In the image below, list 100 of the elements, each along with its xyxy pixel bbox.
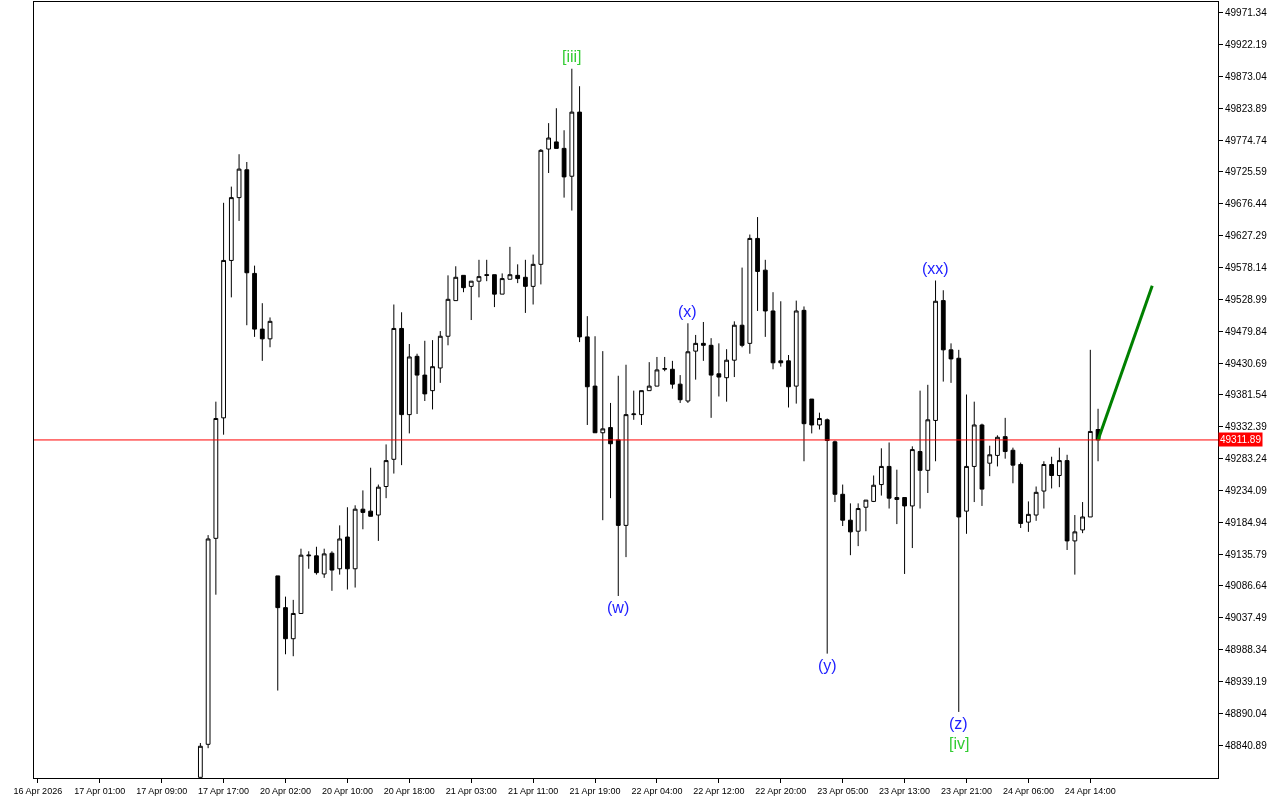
candlestick <box>724 348 729 403</box>
candlestick <box>863 499 869 532</box>
candlestick <box>1010 447 1016 484</box>
candlestick <box>492 274 497 308</box>
x-tick-label: 20 Apr 18:00 <box>383 785 435 796</box>
y-tick-label: 49135.79 <box>1225 548 1268 560</box>
y-tick-label: 49774.74 <box>1225 134 1268 146</box>
candlestick <box>917 390 923 510</box>
y-tick-label: 49234.09 <box>1225 484 1268 496</box>
candlestick <box>871 475 877 503</box>
candlestick <box>546 122 552 174</box>
candlestick <box>1026 500 1031 533</box>
candlestick <box>670 360 675 390</box>
y-tick-label: 49332.39 <box>1225 421 1268 433</box>
candlestick <box>221 202 226 436</box>
candlestick <box>685 322 691 404</box>
x-tick-label: 21 Apr 19:00 <box>569 785 621 796</box>
annotation: [iv] <box>949 735 970 752</box>
y-tick-label: 49578.14 <box>1225 261 1268 273</box>
candlestick <box>228 186 234 298</box>
candlestick <box>848 502 853 556</box>
candlestick <box>290 599 296 657</box>
x-tick-label: 22 Apr 20:00 <box>755 785 807 796</box>
candlestick <box>298 548 304 614</box>
candlestick <box>1041 460 1047 510</box>
candlestick <box>430 339 435 410</box>
y-tick-label: 49528.99 <box>1225 293 1268 305</box>
candlestick <box>205 534 211 749</box>
y-tick-label: 49283.24 <box>1225 453 1268 465</box>
candlestick <box>615 375 621 597</box>
candlestick <box>321 548 327 579</box>
x-tick-label: 22 Apr 12:00 <box>693 785 745 796</box>
candlestick <box>1072 514 1078 576</box>
y-tick-label: 48840.89 <box>1225 739 1268 751</box>
candlestick <box>809 398 815 434</box>
x-tick-label: 20 Apr 10:00 <box>321 785 373 796</box>
candlestick <box>453 265 459 302</box>
candlestick <box>995 434 1000 467</box>
candlestick <box>252 265 257 338</box>
x-tick-label: 21 Apr 03:00 <box>445 785 497 796</box>
candlestick <box>708 337 714 419</box>
y-tick-label: 48890.04 <box>1225 707 1268 719</box>
annotation: (xx) <box>922 260 949 277</box>
candlestick <box>878 447 884 497</box>
candlestick <box>1064 454 1070 551</box>
candlestick <box>507 246 513 280</box>
candlestick <box>1033 486 1039 522</box>
candlestick <box>584 315 590 426</box>
candlestick <box>731 320 737 378</box>
candlestick <box>747 234 753 355</box>
annotation: [iii] <box>562 48 582 65</box>
candlestick <box>553 107 559 149</box>
candlestick <box>414 353 420 415</box>
candlestick <box>267 316 273 348</box>
candlestick <box>275 575 281 692</box>
candlestick <box>375 484 381 542</box>
candlestick <box>948 342 954 384</box>
candlestick <box>337 524 343 576</box>
candlestick <box>329 550 335 592</box>
candlestick <box>1049 456 1055 489</box>
candlestick <box>259 302 265 362</box>
x-tick-label: 21 Apr 11:00 <box>507 785 559 796</box>
candlestick <box>236 153 242 222</box>
candlestick <box>445 274 451 346</box>
candlestick <box>391 304 397 475</box>
y-tick-label: 49479.84 <box>1225 325 1268 337</box>
annotation: (x) <box>678 303 697 320</box>
candlestick <box>832 440 838 503</box>
candlestick <box>515 263 521 284</box>
y-tick-label: 49823.89 <box>1225 102 1268 114</box>
candlestick <box>886 441 892 510</box>
candlestick <box>824 418 830 655</box>
candlestick <box>592 335 598 434</box>
candlestick <box>639 390 644 426</box>
x-tick-label: 22 Apr 04:00 <box>631 785 683 796</box>
candlestick <box>499 272 505 295</box>
candlestick <box>925 384 931 494</box>
candlestick <box>461 274 466 293</box>
candlestick <box>283 596 288 655</box>
candlestick <box>700 321 706 362</box>
candlestick <box>383 443 389 499</box>
candlestick <box>909 445 915 549</box>
x-tick-label: 20 Apr 02:00 <box>259 785 312 796</box>
candlestick <box>623 364 629 558</box>
candlestick <box>352 504 358 589</box>
candlestick <box>577 85 582 343</box>
candlestick <box>964 394 969 535</box>
candlestick <box>801 305 807 462</box>
y-tick-label: 49086.64 <box>1225 580 1268 592</box>
candlestick <box>422 340 428 402</box>
candlestick <box>793 300 799 405</box>
candlestick <box>244 161 250 326</box>
candlestick <box>484 259 490 282</box>
x-tick-label: 17 Apr 09:00 <box>136 785 188 796</box>
candlestick <box>971 401 977 503</box>
candlestick <box>314 546 319 576</box>
candlestick <box>646 361 652 392</box>
candlestick <box>716 342 722 397</box>
candlestick <box>600 350 606 521</box>
candlestick <box>987 445 993 477</box>
